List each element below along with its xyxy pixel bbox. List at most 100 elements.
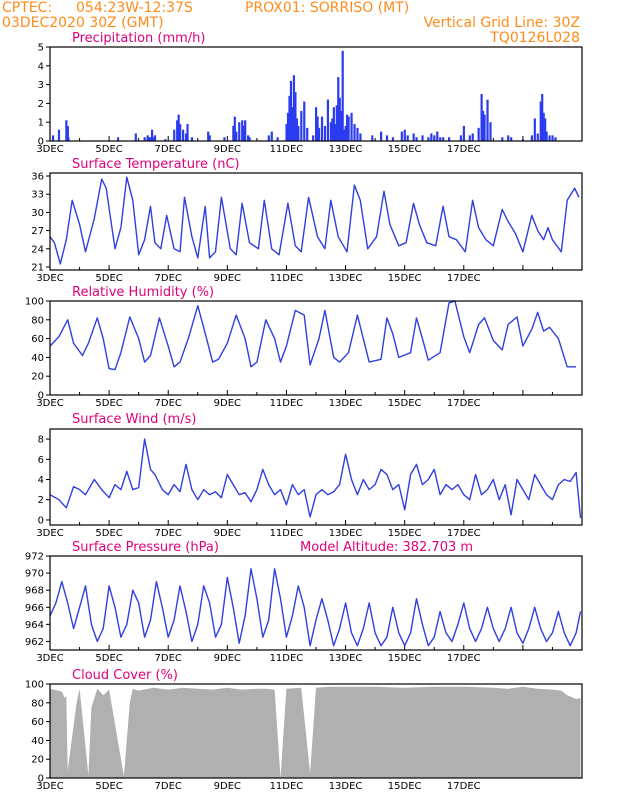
y-tick-label: 33 <box>31 190 44 201</box>
precipitation-bar <box>501 137 504 141</box>
x-tick-label: 7DEC <box>155 781 182 792</box>
precipitation-bar <box>347 116 350 141</box>
precipitation-bar <box>439 137 442 141</box>
y-tick-label: 972 <box>25 552 44 563</box>
cloud-cover-area <box>50 686 581 778</box>
x-tick-label: 17DEC <box>447 781 481 792</box>
precipitation-bar <box>149 137 152 141</box>
x-tick-label: 13DEC <box>329 653 363 664</box>
y-tick-label: 970 <box>25 569 44 580</box>
precipitation-bar <box>276 137 279 141</box>
y-tick-label: 0 <box>38 137 44 148</box>
x-tick-label: 13DEC <box>329 781 363 792</box>
y-tick-label: 36 <box>31 172 44 183</box>
precipitation-bar <box>315 107 318 141</box>
x-tick-label: 13DEC <box>329 273 363 284</box>
precipitation-bar <box>341 50 344 142</box>
precipitation-bar <box>248 137 251 141</box>
x-tick-label: 11DEC <box>270 653 304 664</box>
x-tick-label: 13DEC <box>329 398 363 409</box>
precipitation-bar <box>303 101 306 141</box>
precipitation-bar <box>116 137 120 141</box>
x-tick-label: 3DEC <box>36 653 63 664</box>
precipitation-bar <box>554 137 557 141</box>
x-tick-label: 13DEC <box>329 144 363 155</box>
precipitation-bar <box>152 137 155 141</box>
precipitation-bar <box>510 137 513 141</box>
precipitation-bar <box>323 125 327 141</box>
x-tick-label: 11DEC <box>270 398 304 409</box>
y-tick-label: 80 <box>31 315 44 326</box>
precipitation-bar <box>190 137 194 141</box>
temperature-panel: Surface Temperature (nC) 21 24 27 30 33 36 3DE… <box>31 157 583 284</box>
x-tick-label: 11DEC <box>270 144 304 155</box>
y-tick-label: 80 <box>31 698 44 709</box>
precipitation-bar <box>462 125 465 141</box>
x-tick-label: 7DEC <box>155 398 182 409</box>
precipitation-bar <box>270 131 273 141</box>
y-tick-label: 1 <box>38 118 44 129</box>
y-tick-label: 5 <box>38 43 44 54</box>
x-tick-label: 11DEC <box>270 273 304 284</box>
precipitation-bar <box>483 114 486 141</box>
header-init-time: 03DEC2020 30Z (GMT) <box>2 15 164 31</box>
x-tick-label: 11DEC <box>270 528 304 539</box>
y-tick-label: 20 <box>31 755 44 766</box>
precipitation-bar <box>350 112 353 141</box>
precipitation-bar <box>551 135 554 141</box>
precipitation-bar <box>335 105 338 141</box>
precipitation-bar <box>241 120 244 141</box>
precipitation-bar <box>412 133 415 141</box>
y-tick-label: 0 <box>38 391 44 402</box>
y-tick-label: 966 <box>25 603 44 614</box>
y-tick-label: 21 <box>31 262 44 273</box>
x-tick-label: 9DEC <box>214 781 241 792</box>
humidity-title: Relative Humidity (%) <box>72 285 214 300</box>
precipitation-bar <box>346 114 349 141</box>
precipitation-bar <box>134 133 137 141</box>
precipitation-bar <box>51 135 55 141</box>
precipitation-bar <box>297 125 300 141</box>
precipitation-bar <box>415 137 418 141</box>
x-tick-label: 11DEC <box>270 781 304 792</box>
y-tick-label: 60 <box>31 334 44 345</box>
y-tick-label: 962 <box>25 637 44 648</box>
y-tick-label: 20 <box>31 372 44 383</box>
precipitation-bar <box>295 118 298 141</box>
precipitation-bar <box>329 122 332 141</box>
x-tick-label: 15DEC <box>388 781 422 792</box>
x-tick-label: 15DEC <box>388 528 422 539</box>
y-tick-label: 40 <box>31 353 44 364</box>
precipitation-bar <box>177 114 180 141</box>
precipitation-bar <box>480 94 483 141</box>
x-tick-label: 7DEC <box>155 144 182 155</box>
precipitation-bar <box>294 92 297 141</box>
precipitation-bar <box>312 135 315 141</box>
humidity-frame <box>49 300 583 396</box>
x-tick-label: 9DEC <box>214 273 241 284</box>
y-tick-label: 6 <box>38 455 44 466</box>
precipitation-bar <box>291 107 294 141</box>
x-tick-label: 13DEC <box>329 528 363 539</box>
y-tick-label: 27 <box>31 226 44 237</box>
x-tick-label: 17DEC <box>447 398 481 409</box>
precipitation-bar <box>371 135 374 141</box>
x-tick-label: 3DEC <box>36 781 63 792</box>
precipitation-bar <box>442 137 445 141</box>
y-tick-label: 100 <box>25 297 44 308</box>
precipitation-bar <box>179 124 182 141</box>
series-line <box>49 176 580 265</box>
precipitation-bar <box>356 127 359 141</box>
precipitation-bar <box>242 125 245 141</box>
x-tick-label: 15DEC <box>388 273 422 284</box>
precipitation-bar <box>403 129 406 141</box>
precipitation-bar <box>292 75 296 141</box>
x-tick-label: 17DEC <box>447 144 481 155</box>
precipitation-bar <box>150 129 154 141</box>
y-tick-label: 2 <box>38 99 44 110</box>
precipitation-bar <box>223 137 226 141</box>
precipitation-bar <box>143 137 146 141</box>
x-tick-label: 7DEC <box>155 273 182 284</box>
precipitation-bar <box>533 118 536 141</box>
precipitation-frame <box>49 46 583 142</box>
